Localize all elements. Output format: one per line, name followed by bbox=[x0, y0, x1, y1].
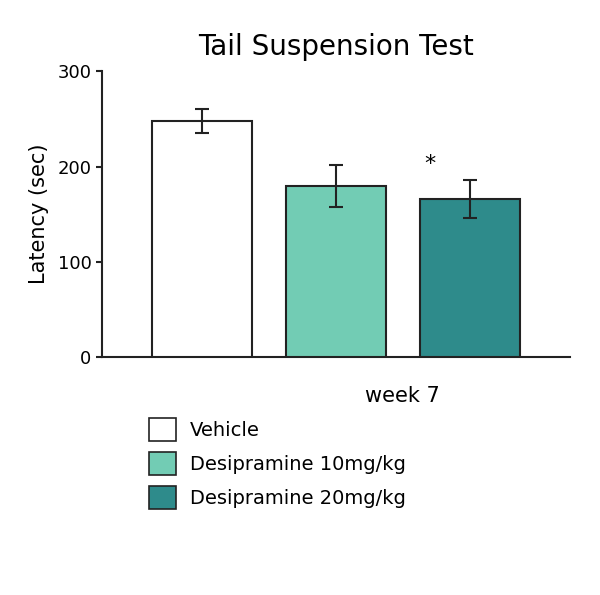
Y-axis label: Latency (sec): Latency (sec) bbox=[29, 144, 49, 284]
Bar bbox=[152, 121, 253, 357]
Bar bbox=[286, 186, 386, 357]
Title: Tail Suspension Test: Tail Suspension Test bbox=[198, 33, 474, 61]
Text: week 7: week 7 bbox=[365, 386, 440, 406]
Legend: Vehicle, Desipramine 10mg/kg, Desipramine 20mg/kg: Vehicle, Desipramine 10mg/kg, Desipramin… bbox=[149, 418, 406, 509]
Text: *: * bbox=[424, 154, 435, 174]
Bar bbox=[419, 199, 520, 357]
